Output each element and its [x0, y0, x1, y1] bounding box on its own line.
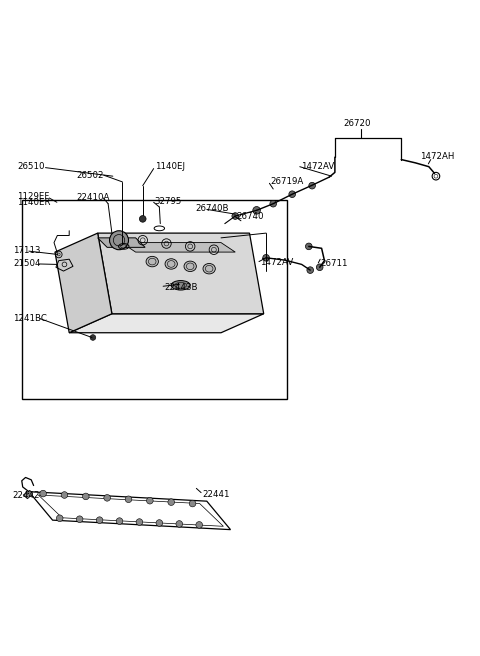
- Circle shape: [263, 255, 269, 261]
- Circle shape: [104, 495, 110, 501]
- Circle shape: [109, 231, 129, 250]
- Ellipse shape: [184, 261, 196, 272]
- Circle shape: [305, 243, 312, 250]
- Text: 22410A: 22410A: [76, 193, 110, 202]
- Text: 17113: 17113: [13, 246, 41, 255]
- Circle shape: [176, 521, 182, 527]
- Bar: [22, 200, 288, 399]
- Ellipse shape: [146, 256, 158, 267]
- Circle shape: [61, 492, 68, 499]
- Circle shape: [40, 490, 47, 497]
- Ellipse shape: [165, 258, 178, 269]
- Polygon shape: [69, 314, 264, 333]
- Circle shape: [136, 519, 143, 525]
- Text: 21504: 21504: [13, 259, 41, 268]
- Text: 1129EF: 1129EF: [17, 192, 49, 201]
- Text: 26510: 26510: [17, 162, 45, 171]
- Text: 26740B: 26740B: [195, 204, 228, 213]
- Circle shape: [168, 499, 175, 505]
- Text: 1140ER: 1140ER: [17, 197, 50, 207]
- Text: 1472AH: 1472AH: [420, 152, 455, 161]
- Circle shape: [96, 517, 103, 523]
- Ellipse shape: [171, 281, 190, 290]
- Text: 26502: 26502: [76, 171, 104, 180]
- Text: 26720: 26720: [343, 119, 371, 129]
- Text: 1472AV: 1472AV: [260, 258, 293, 267]
- Circle shape: [146, 497, 153, 504]
- Circle shape: [116, 518, 123, 524]
- Circle shape: [139, 216, 146, 222]
- Text: 22442: 22442: [12, 491, 40, 499]
- Polygon shape: [97, 233, 264, 314]
- Circle shape: [76, 516, 83, 523]
- Circle shape: [90, 335, 96, 340]
- Circle shape: [232, 213, 239, 219]
- Ellipse shape: [203, 264, 216, 274]
- Text: 1241BC: 1241BC: [13, 314, 47, 323]
- Circle shape: [307, 267, 313, 274]
- Circle shape: [196, 522, 203, 528]
- Text: 26740: 26740: [236, 211, 264, 220]
- Circle shape: [189, 501, 196, 507]
- Text: 22441: 22441: [202, 489, 229, 499]
- Circle shape: [289, 191, 296, 197]
- Circle shape: [125, 496, 132, 502]
- Circle shape: [56, 515, 63, 522]
- Circle shape: [270, 200, 276, 207]
- Text: 26711: 26711: [321, 260, 348, 268]
- Circle shape: [309, 182, 315, 189]
- Text: 1472AV: 1472AV: [301, 162, 334, 171]
- Circle shape: [253, 207, 261, 214]
- Polygon shape: [55, 233, 112, 333]
- Circle shape: [83, 493, 89, 500]
- Text: 22443B: 22443B: [164, 283, 198, 292]
- Polygon shape: [23, 490, 33, 499]
- Polygon shape: [97, 238, 145, 247]
- Text: 26719A: 26719A: [271, 177, 304, 186]
- Polygon shape: [121, 243, 235, 252]
- Circle shape: [156, 520, 163, 526]
- Circle shape: [316, 264, 323, 270]
- Text: 1140EJ: 1140EJ: [155, 162, 185, 171]
- Text: 32795: 32795: [155, 197, 182, 206]
